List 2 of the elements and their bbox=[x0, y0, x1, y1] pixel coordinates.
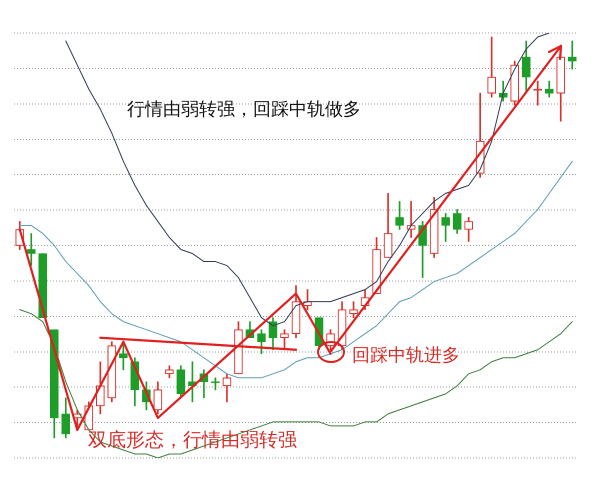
annotation: 行情由弱转强，回踩中轨做多 bbox=[127, 98, 361, 121]
annotation: 回踩中轨进多 bbox=[352, 344, 460, 367]
